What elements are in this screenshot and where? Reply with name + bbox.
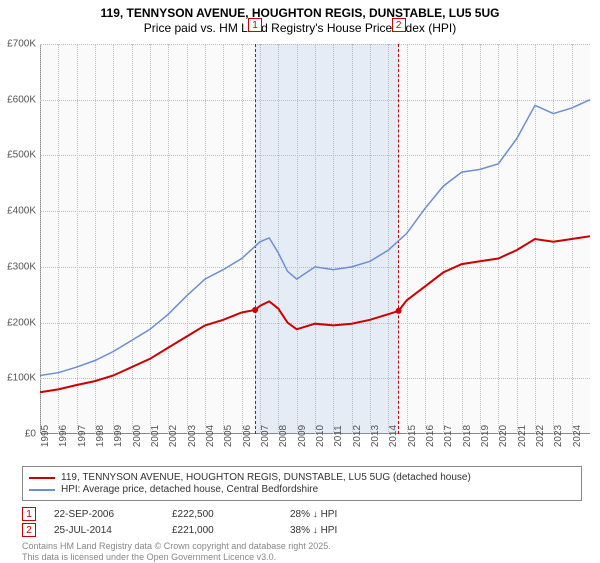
credit-line-1: Contains HM Land Registry data © Crown c… [22,541,582,552]
annotation-delta: 38% ↓ HPI [290,525,390,536]
y-tick-label: £600K [7,94,36,105]
x-tick-label: 1996 [58,425,69,447]
x-tick-label: 2023 [553,425,564,447]
y-tick-label: £200K [7,317,36,328]
x-tick-label: 2015 [407,425,418,447]
chart-container: { "title": { "line1": "119, TENNYSON AVE… [0,0,600,560]
band-marker: 2 [392,18,406,32]
x-tick-label: 2008 [278,425,289,447]
x-tick-label: 2003 [187,425,198,447]
annotation-price: £221,000 [172,525,272,536]
x-tick-label: 2024 [572,425,583,447]
credit-text: Contains HM Land Registry data © Crown c… [22,541,582,563]
chart-title: 119, TENNYSON AVENUE, HOUGHTON REGIS, DU… [0,6,600,20]
y-tick-label: £100K [7,373,36,384]
x-tick-label: 2007 [260,425,271,447]
credit-line-2: This data is licensed under the Open Gov… [22,552,582,563]
legend-label: 119, TENNYSON AVENUE, HOUGHTON REGIS, DU… [61,472,471,483]
x-tick-label: 1995 [40,425,51,447]
series-price_paid [40,236,590,392]
x-tick-label: 2012 [352,425,363,447]
y-axis: £0£100K£200K£300K£400K£500K£600K£700K [0,44,38,434]
legend-item: HPI: Average price, detached house, Cent… [29,484,575,495]
y-tick-label: £0 [25,429,36,440]
chart-title-block: 119, TENNYSON AVENUE, HOUGHTON REGIS, DU… [0,0,600,35]
x-tick-label: 2017 [443,425,454,447]
series-hpi [40,100,590,376]
x-tick-label: 2005 [223,425,234,447]
annotation-price: £222,500 [172,509,272,520]
x-tick-label: 2009 [297,425,308,447]
x-tick-label: 2022 [535,425,546,447]
x-tick-label: 1998 [95,425,106,447]
y-tick-label: £400K [7,206,36,217]
x-tick-label: 2020 [498,425,509,447]
y-tick-label: £300K [7,261,36,272]
x-tick-label: 2000 [132,425,143,447]
x-tick-label: 2001 [150,425,161,447]
x-tick-label: 2013 [370,425,381,447]
legend: 119, TENNYSON AVENUE, HOUGHTON REGIS, DU… [22,466,582,501]
x-tick-label: 2014 [388,425,399,447]
x-tick-label: 2002 [168,425,179,447]
y-tick-label: £500K [7,150,36,161]
legend-label: HPI: Average price, detached house, Cent… [61,484,318,495]
sale-marker [252,307,258,313]
annotation-delta: 28% ↓ HPI [290,509,390,520]
x-tick-label: 2004 [205,425,216,447]
legend-swatch [29,477,55,479]
x-tick-label: 2019 [480,425,491,447]
annotation-date: 25-JUL-2014 [54,525,154,536]
x-tick-label: 2006 [242,425,253,447]
annotation-date: 22-SEP-2006 [54,509,154,520]
x-axis: 1995199619971998199920002001200220032004… [40,434,590,464]
legend-swatch [29,489,55,491]
x-tick-label: 1997 [77,425,88,447]
x-tick-label: 2018 [462,425,473,447]
annotation-row: 1 22-SEP-2006 £222,500 28% ↓ HPI [22,507,582,521]
x-tick-label: 2016 [425,425,436,447]
x-tick-label: 2010 [315,425,326,447]
series-lines [40,44,590,434]
annotation-number-box: 2 [22,523,36,537]
annotation-table: 1 22-SEP-2006 £222,500 28% ↓ HPI 2 25-JUL-201… [22,507,582,537]
annotation-number-box: 1 [22,507,36,521]
legend-item: 119, TENNYSON AVENUE, HOUGHTON REGIS, DU… [29,472,575,483]
band-marker: 1 [248,18,262,32]
x-tick-label: 2021 [517,425,528,447]
chart-footer: 119, TENNYSON AVENUE, HOUGHTON REGIS, DU… [22,466,582,563]
x-tick-label: 2011 [333,425,344,447]
annotation-row: 2 25-JUL-2014 £221,000 38% ↓ HPI [22,523,582,537]
y-tick-label: £700K [7,39,36,50]
sale-marker [396,308,402,314]
chart-plot-area: 12 £0£100K£200K£300K£400K£500K£600K£700K… [40,44,590,434]
chart-subtitle: Price paid vs. HM Land Registry's House … [0,21,600,35]
x-tick-label: 1999 [113,425,124,447]
